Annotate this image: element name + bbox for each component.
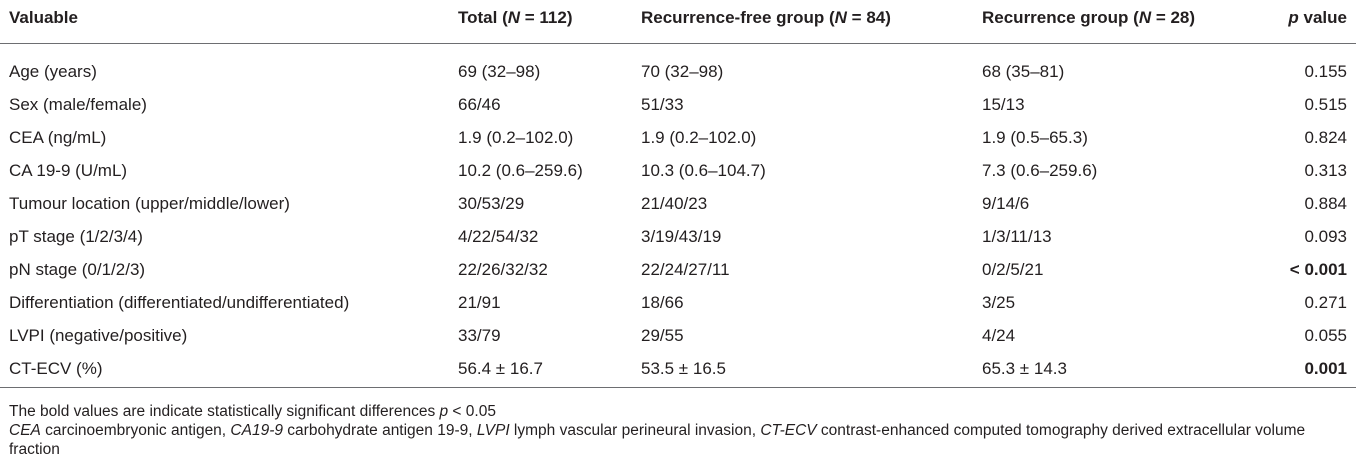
row-label: CT-ECV (%) bbox=[9, 359, 103, 378]
abbr-term: LVPI bbox=[476, 422, 510, 439]
footnote-significance: The bold values are indicate statistical… bbox=[9, 402, 1349, 421]
cell-total: 56.4 ± 16.7 bbox=[458, 359, 543, 378]
header-recurrence-free: Recurrence-free group (N = 84) bbox=[641, 8, 891, 27]
table-row: LVPI (negative/positive) 33/79 29/55 4/24 0.… bbox=[0, 319, 1356, 352]
row-label: Sex (male/female) bbox=[9, 95, 147, 114]
cell-recurrence-free: 3/19/43/19 bbox=[641, 227, 722, 246]
abbr-term: CA19-9 bbox=[230, 422, 283, 439]
cell-recurrence: 0/2/5/21 bbox=[982, 260, 1044, 279]
cell-p-value: 0.884 bbox=[1304, 194, 1347, 213]
cell-total: 4/22/54/32 bbox=[458, 227, 539, 246]
cell-recurrence: 68 (35–81) bbox=[982, 62, 1065, 81]
cell-p-value: 0.093 bbox=[1304, 227, 1347, 246]
cell-recurrence: 4/24 bbox=[982, 326, 1016, 345]
cell-recurrence: 15/13 bbox=[982, 95, 1025, 114]
row-label: pT stage (1/2/3/4) bbox=[9, 227, 143, 246]
cell-total: 10.2 (0.6–259.6) bbox=[458, 161, 583, 180]
row-label: pN stage (0/1/2/3) bbox=[9, 260, 146, 279]
cell-p-value: 0.001 bbox=[1304, 359, 1347, 378]
cell-recurrence-free: 29/55 bbox=[641, 326, 684, 345]
cell-recurrence-free: 51/33 bbox=[641, 95, 684, 114]
row-label: Age (years) bbox=[9, 62, 97, 81]
cell-recurrence-free: 18/66 bbox=[641, 293, 684, 312]
table-row: pT stage (1/2/3/4) 4/22/54/32 3/19/43/19 1/… bbox=[0, 220, 1356, 253]
cell-recurrence: 7.3 (0.6–259.6) bbox=[982, 161, 1098, 180]
cell-p-value: 0.313 bbox=[1304, 161, 1347, 180]
abbr-definition: carcinoembryonic antigen, bbox=[40, 422, 231, 439]
cell-recurrence: 3/25 bbox=[982, 293, 1016, 312]
table-row: pN stage (0/1/2/3) 22/26/32/32 22/24/27/11… bbox=[0, 253, 1356, 286]
table-row: CT-ECV (%) 56.4 ± 16.7 53.5 ± 16.5 65.3 ± 1… bbox=[0, 352, 1356, 385]
header-valuable: Valuable bbox=[9, 8, 78, 27]
cell-p-value: 0.155 bbox=[1304, 62, 1347, 81]
table-header-row: Valuable Total (N = 112) Recurrence-free… bbox=[0, 0, 1356, 36]
cell-recurrence: 65.3 ± 14.3 bbox=[982, 359, 1067, 378]
abbr-term: CT-ECV bbox=[760, 422, 817, 439]
table-row: Tumour location (upper/middle/lower) 30/5… bbox=[0, 187, 1356, 220]
cell-p-value: 0.271 bbox=[1304, 293, 1347, 312]
cell-total: 21/91 bbox=[458, 293, 501, 312]
abbr-term: CEA bbox=[9, 422, 41, 439]
header-rule bbox=[0, 43, 1356, 44]
row-label: LVPI (negative/positive) bbox=[9, 326, 188, 345]
table-row: Differentiation (differentiated/undiffer… bbox=[0, 286, 1356, 319]
cell-recurrence-free: 1.9 (0.2–102.0) bbox=[641, 128, 757, 147]
cell-recurrence-free: 22/24/27/11 bbox=[641, 260, 730, 279]
cell-p-value: < 0.001 bbox=[1289, 260, 1347, 279]
table-body: Age (years) 69 (32–98) 70 (32–98) 68 (35–81… bbox=[0, 55, 1356, 385]
footnote-threshold: < 0.05 bbox=[448, 403, 496, 420]
cell-total: 33/79 bbox=[458, 326, 501, 345]
header-total: Total (N = 112) bbox=[458, 8, 573, 27]
cell-total: 1.9 (0.2–102.0) bbox=[458, 128, 574, 147]
footnote-abbreviations: CEA carcinoembryonic antigen, CA19-9 car… bbox=[9, 421, 1349, 459]
data-table: Valuable Total (N = 112) Recurrence-free… bbox=[0, 0, 1356, 388]
row-label: Differentiation (differentiated/undiffer… bbox=[9, 293, 350, 312]
footnote-significance-text: The bold values are indicate statistical… bbox=[9, 403, 440, 420]
row-label: CA 19-9 (U/mL) bbox=[9, 161, 128, 180]
cell-total: 66/46 bbox=[458, 95, 501, 114]
abbr-definition: lymph vascular perineural invasion, bbox=[509, 422, 761, 439]
row-label: CEA (ng/mL) bbox=[9, 128, 107, 147]
table-row: Age (years) 69 (32–98) 70 (32–98) 68 (35–81… bbox=[0, 55, 1356, 88]
cell-recurrence-free: 53.5 ± 16.5 bbox=[641, 359, 726, 378]
cell-recurrence-free: 21/40/23 bbox=[641, 194, 708, 213]
cell-recurrence: 9/14/6 bbox=[982, 194, 1030, 213]
cell-p-value: 0.824 bbox=[1304, 128, 1347, 147]
cell-recurrence-free: 70 (32–98) bbox=[641, 62, 724, 81]
cell-total: 22/26/32/32 bbox=[458, 260, 548, 279]
table-row: CA 19-9 (U/mL) 10.2 (0.6–259.6) 10.3 (0.6–… bbox=[0, 154, 1356, 187]
cell-p-value: 0.055 bbox=[1304, 326, 1347, 345]
cell-recurrence: 1/3/11/13 bbox=[982, 227, 1052, 246]
abbr-definition: carbohydrate antigen 19-9, bbox=[282, 422, 477, 439]
table-footnotes: The bold values are indicate statistical… bbox=[9, 402, 1349, 459]
row-label: Tumour location (upper/middle/lower) bbox=[9, 194, 290, 213]
cell-total: 69 (32–98) bbox=[458, 62, 541, 81]
cell-recurrence-free: 10.3 (0.6–104.7) bbox=[641, 161, 766, 180]
header-recurrence: Recurrence group (N = 28) bbox=[982, 8, 1196, 27]
cell-p-value: 0.515 bbox=[1304, 95, 1347, 114]
cell-recurrence: 1.9 (0.5–65.3) bbox=[982, 128, 1088, 147]
cell-total: 30/53/29 bbox=[458, 194, 525, 213]
table-row: Sex (male/female) 66/46 51/33 15/13 0.515 bbox=[0, 88, 1356, 121]
bottom-rule bbox=[0, 387, 1356, 388]
header-p-value: p value bbox=[1288, 8, 1347, 27]
table-row: CEA (ng/mL) 1.9 (0.2–102.0) 1.9 (0.2–102.0… bbox=[0, 121, 1356, 154]
footnote-p-symbol: p bbox=[439, 403, 449, 420]
abbr-definition: contrast-enhanced computed tomography de… bbox=[9, 422, 1306, 458]
